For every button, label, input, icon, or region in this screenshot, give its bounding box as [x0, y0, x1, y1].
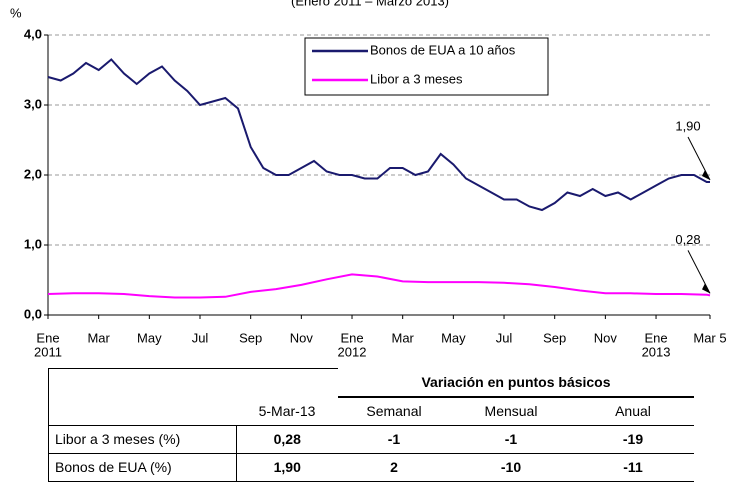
- arrow-head: [702, 170, 710, 180]
- x-tick-label: Ene: [36, 330, 59, 345]
- x-tick-label: May: [441, 330, 466, 345]
- legend-box: [304, 37, 549, 96]
- y-unit: %: [10, 5, 22, 20]
- x-tick-label: Jul: [192, 330, 209, 345]
- annotation: 1,90: [675, 118, 700, 133]
- cell: 0,28: [236, 425, 338, 454]
- group-header: Variación en puntos básicos: [338, 368, 694, 398]
- x-tick-label: Mar 5: [693, 330, 726, 345]
- cell: -1: [450, 425, 572, 454]
- x-tick-label: Sep: [543, 330, 566, 345]
- year-label: 2013: [642, 344, 671, 359]
- y-tick-label: 2,0: [24, 166, 42, 181]
- column-header: Semanal: [338, 396, 450, 426]
- row-label: Libor a 3 meses (%): [48, 424, 237, 454]
- x-tick-label: Mar: [87, 330, 110, 345]
- cell: -1: [338, 425, 450, 454]
- cell: 1,90: [236, 453, 338, 482]
- arrow-head: [702, 283, 710, 294]
- x-tick-label: Mar: [391, 330, 414, 345]
- x-tick-label: Ene: [340, 330, 363, 345]
- table: Variación en puntos básicos 5-Mar-13 Sem…: [48, 368, 694, 482]
- cell: -19: [572, 425, 694, 454]
- column-header: Anual: [572, 396, 694, 426]
- column-header: 5-Mar-13: [236, 396, 338, 426]
- x-tick-label: Jul: [496, 330, 513, 345]
- y-tick-label: 1,0: [24, 236, 42, 251]
- legend-label: Bonos de EUA a 10 años: [370, 42, 516, 57]
- year-label: 2011: [34, 344, 62, 359]
- y-tick-label: 4,0: [24, 26, 42, 41]
- chart-subtitle: (Enero 2011 – Marzo 2013): [291, 0, 449, 8]
- x-tick-label: Ene: [644, 330, 667, 345]
- row-label: Bonos de EUA (%): [48, 452, 237, 482]
- series-line: [47, 58, 710, 212]
- legend-label: Libor a 3 meses: [370, 71, 463, 86]
- cell: 2: [338, 453, 450, 482]
- cell: -11: [572, 453, 694, 482]
- cell: -10: [450, 453, 572, 482]
- annotation: 0,28: [675, 232, 700, 247]
- y-tick-label: 0,0: [24, 306, 42, 321]
- x-tick-label: Nov: [290, 330, 314, 345]
- chart: (Enero 2011 – Marzo 2013) % 0,0 1,0 2,0 3,0…: [10, 0, 727, 359]
- x-tick-label: Nov: [594, 330, 618, 345]
- series-line: [47, 273, 711, 299]
- y-tick-label: 3,0: [24, 96, 42, 111]
- year-label: 2012: [338, 344, 367, 359]
- x-tick-label: May: [137, 330, 162, 345]
- column-header: Mensual: [450, 396, 572, 426]
- x-tick-label: Sep: [239, 330, 262, 345]
